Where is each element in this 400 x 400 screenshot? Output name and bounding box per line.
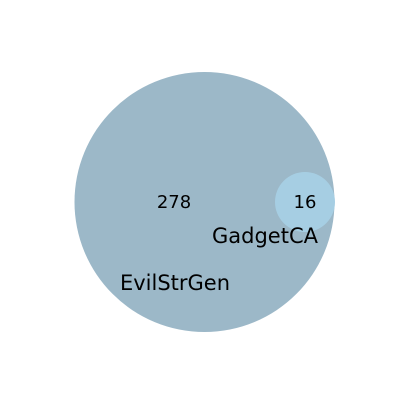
intersection-count: 16 (294, 192, 317, 213)
evilstrgen-circle (74, 72, 335, 332)
gadgetca-circle (275, 172, 335, 232)
evilstrgen-only-count: 278 (157, 192, 191, 213)
evilstrgen-set-label: EvilStrGen (120, 271, 230, 295)
gadgetca-set-label: GadgetCA (212, 224, 319, 248)
